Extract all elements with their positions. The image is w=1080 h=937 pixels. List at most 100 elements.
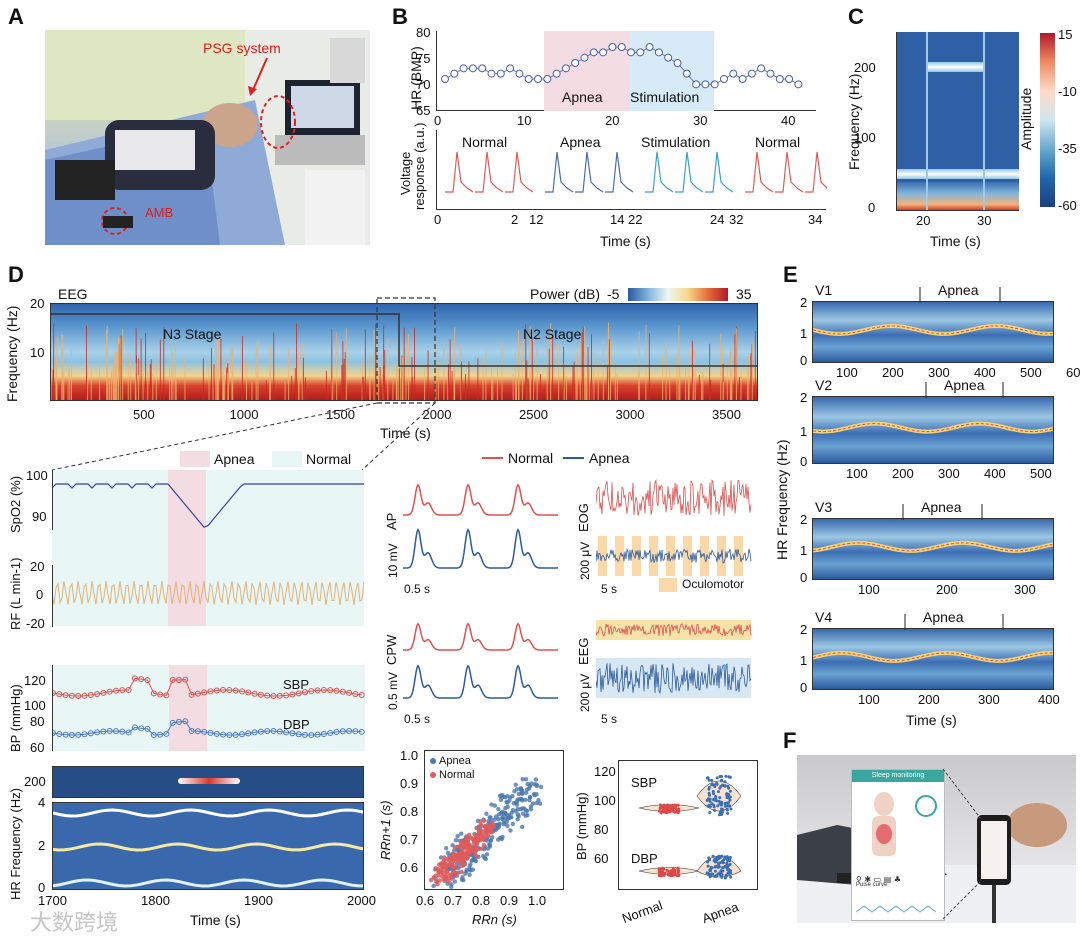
bp-ylabel: BP (mmHg): [8, 684, 23, 752]
hr-point: [766, 69, 775, 78]
dbp-text: DBP: [283, 717, 310, 732]
violin-point-apnea: [707, 787, 711, 791]
sbp-trace-point: [327, 687, 334, 694]
scatter-apnea-point: [525, 813, 530, 818]
ap-apnea-trace: [403, 528, 559, 569]
segment-label: Normal: [462, 134, 508, 150]
scatter-apnea-point: [453, 837, 459, 843]
violin-point-apnea: [713, 869, 717, 873]
violin-point-apnea: [706, 804, 710, 808]
power-max: 35: [736, 286, 752, 302]
violin-point-apnea: [726, 871, 730, 875]
e-xtick: 500: [1030, 466, 1052, 481]
scatter-normal-point: [483, 832, 488, 837]
violin-point-normal: [677, 807, 681, 811]
scatter-xtick: 0.7: [444, 893, 463, 908]
violin-point-apnea: [726, 811, 730, 815]
c-cbar-tick: -10: [1058, 84, 1077, 99]
hr-xtick: 40: [781, 113, 796, 128]
hr-point: [747, 69, 756, 78]
sbp-trace-point: [138, 676, 145, 683]
sbp-trace-point: [220, 687, 227, 694]
scatter-normal-point: [470, 847, 475, 853]
dbp-trace-point: [131, 724, 138, 731]
scatter-apnea-point: [459, 831, 464, 836]
c-xtick: 30: [977, 213, 992, 228]
eeg-label: EEG: [58, 286, 88, 302]
scatter-apnea-point: [520, 811, 526, 816]
e-ytick: 1: [800, 543, 808, 558]
scatter-normal-point: [459, 869, 464, 875]
scatter-apnea-point: [534, 800, 539, 806]
dbp-trace-point: [346, 728, 353, 735]
e-xtick: 200: [882, 365, 904, 380]
e-ytick: 2: [800, 512, 808, 527]
hr-ytick: 75: [416, 51, 431, 66]
violin-point-apnea: [717, 813, 721, 817]
hrd-xtick: 1900: [244, 893, 273, 908]
hr-harmonic: [53, 808, 363, 818]
scatter-normal-point: [485, 828, 490, 834]
hr-point: [450, 69, 459, 78]
scatter-apnea-point: [484, 811, 489, 817]
violin-point-apnea: [723, 876, 727, 880]
hr-spectrogram: [52, 802, 364, 890]
violin-point-apnea: [727, 804, 731, 808]
violin-point-apnea: [710, 778, 714, 782]
legend-dot-normal: [430, 772, 436, 778]
violin-point-apnea: [710, 782, 714, 786]
e-xtick: 400: [974, 365, 996, 380]
hr-point: [468, 64, 477, 73]
scatter-apnea-point: [487, 815, 492, 820]
dbp-trace-point: [327, 729, 334, 736]
violin-point-apnea: [710, 866, 714, 870]
violin-ytick: 120: [594, 764, 616, 779]
violin-point-normal: [660, 806, 664, 810]
scatter-normal-point: [451, 869, 457, 875]
scatter-normal-point: [442, 868, 448, 873]
c-cbar-tick: -35: [1058, 141, 1077, 156]
violin-point-apnea: [729, 807, 733, 811]
segment-label: Normal: [755, 134, 801, 150]
violin-point-apnea: [707, 778, 711, 782]
scatter-normal-point: [462, 861, 467, 867]
violin-point-apnea: [723, 856, 727, 860]
scatter-apnea-point: [520, 806, 525, 811]
segment-label: Apnea: [560, 134, 601, 150]
scatter-apnea-point: [527, 797, 532, 803]
violin-point-apnea: [725, 792, 729, 796]
scatter-apnea-point: [505, 816, 511, 821]
oculomotor-swatch: [659, 578, 677, 592]
scatter-ytick: 0.8: [400, 804, 419, 819]
subject-label: V2: [815, 377, 833, 393]
stimulation-region: [630, 31, 714, 111]
eeg2-time: 5 s: [601, 712, 618, 726]
violin-point-normal: [666, 869, 670, 873]
voltage-xtick: 14: [610, 212, 625, 227]
dbp-trace-point: [226, 731, 233, 738]
sbp-trace-point: [283, 692, 290, 699]
rf-ylabel: RF (L min-1): [8, 557, 23, 630]
voltage-xtick: 24: [710, 212, 725, 227]
violin-point-apnea: [724, 774, 728, 778]
hr-subject-v2: [812, 396, 1054, 464]
scatter-apnea-point: [528, 807, 534, 812]
bp-ytick: 80: [30, 714, 45, 729]
scatter-normal-point: [451, 852, 456, 857]
hr-point: [599, 48, 608, 57]
scatter-ytick: 0.9: [400, 776, 419, 791]
scatter-xtick: 0.8: [472, 893, 491, 908]
violin-point-apnea: [725, 855, 729, 859]
eeg2-scale: 200 μV: [578, 673, 592, 712]
e-xtick: 500: [1020, 365, 1042, 380]
scatter-apnea-point: [498, 797, 504, 802]
violin-point-apnea: [711, 792, 715, 796]
panel-label-d: D: [8, 262, 24, 287]
hr-harmonic: [53, 878, 363, 888]
scatter-apnea-point: [499, 836, 505, 842]
scatter-normal-point: [459, 851, 465, 856]
dbp-trace-point: [157, 731, 164, 738]
legend-apnea: Apnea: [214, 451, 255, 467]
scatter-normal-point: [474, 853, 479, 859]
scatter-apnea-point: [486, 818, 491, 824]
